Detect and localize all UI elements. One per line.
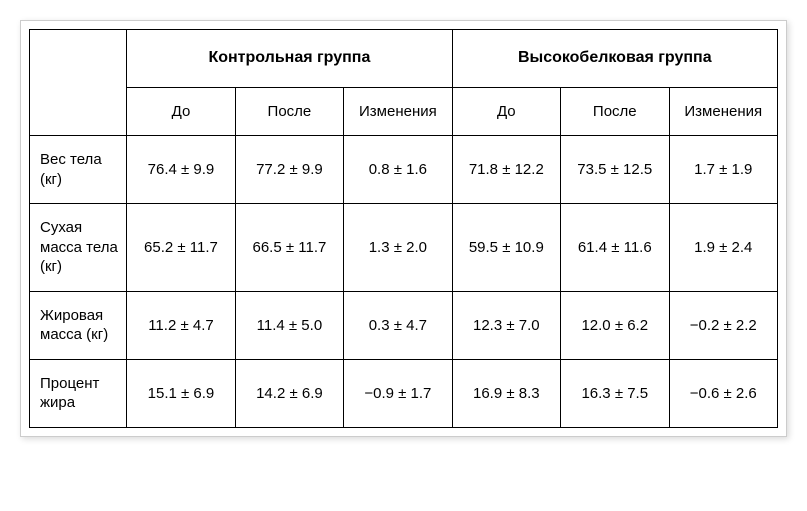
cell: 1.3 ± 2.0: [344, 204, 452, 292]
col-header-g1-before: До: [127, 87, 235, 136]
cell: 77.2 ± 9.9: [235, 136, 343, 204]
cell: 76.4 ± 9.9: [127, 136, 235, 204]
row-label: Жировая масса (кг): [30, 291, 127, 359]
cell: 12.3 ± 7.0: [452, 291, 560, 359]
cell: 65.2 ± 11.7: [127, 204, 235, 292]
group-header-row: Контрольная группа Высокобелковая группа: [30, 30, 778, 88]
row-label: Вес тела (кг): [30, 136, 127, 204]
col-header-g2-after: После: [561, 87, 669, 136]
cell: 16.3 ± 7.5: [561, 359, 669, 427]
group-header-1: Контрольная группа: [127, 30, 452, 88]
table-row: Сухая масса тела (кг) 65.2 ± 11.7 66.5 ±…: [30, 204, 778, 292]
cell: 59.5 ± 10.9: [452, 204, 560, 292]
cell: −0.9 ± 1.7: [344, 359, 452, 427]
cell: 0.3 ± 4.7: [344, 291, 452, 359]
col-header-g2-before: До: [452, 87, 560, 136]
corner-cell: [30, 30, 127, 136]
cell: 66.5 ± 11.7: [235, 204, 343, 292]
cell: 71.8 ± 12.2: [452, 136, 560, 204]
cell: 12.0 ± 6.2: [561, 291, 669, 359]
col-header-g1-change: Изменения: [344, 87, 452, 136]
cell: 73.5 ± 12.5: [561, 136, 669, 204]
cell: −0.6 ± 2.6: [669, 359, 778, 427]
cell: 0.8 ± 1.6: [344, 136, 452, 204]
cell: 11.2 ± 4.7: [127, 291, 235, 359]
table-container: Контрольная группа Высокобелковая группа…: [20, 20, 787, 437]
col-header-g1-after: После: [235, 87, 343, 136]
row-label: Сухая масса тела (кг): [30, 204, 127, 292]
cell: 14.2 ± 6.9: [235, 359, 343, 427]
cell: 1.7 ± 1.9: [669, 136, 778, 204]
table-row: Жировая масса (кг) 11.2 ± 4.7 11.4 ± 5.0…: [30, 291, 778, 359]
cell: 16.9 ± 8.3: [452, 359, 560, 427]
data-table: Контрольная группа Высокобелковая группа…: [29, 29, 778, 428]
sub-header-row: До После Изменения До После Изменения: [30, 87, 778, 136]
col-header-g2-change: Изменения: [669, 87, 778, 136]
cell: 61.4 ± 11.6: [561, 204, 669, 292]
row-label: Процент жира: [30, 359, 127, 427]
cell: 15.1 ± 6.9: [127, 359, 235, 427]
table-row: Вес тела (кг) 76.4 ± 9.9 77.2 ± 9.9 0.8 …: [30, 136, 778, 204]
cell: −0.2 ± 2.2: [669, 291, 778, 359]
table-row: Процент жира 15.1 ± 6.9 14.2 ± 6.9 −0.9 …: [30, 359, 778, 427]
cell: 1.9 ± 2.4: [669, 204, 778, 292]
group-header-2: Высокобелковая группа: [452, 30, 777, 88]
cell: 11.4 ± 5.0: [235, 291, 343, 359]
